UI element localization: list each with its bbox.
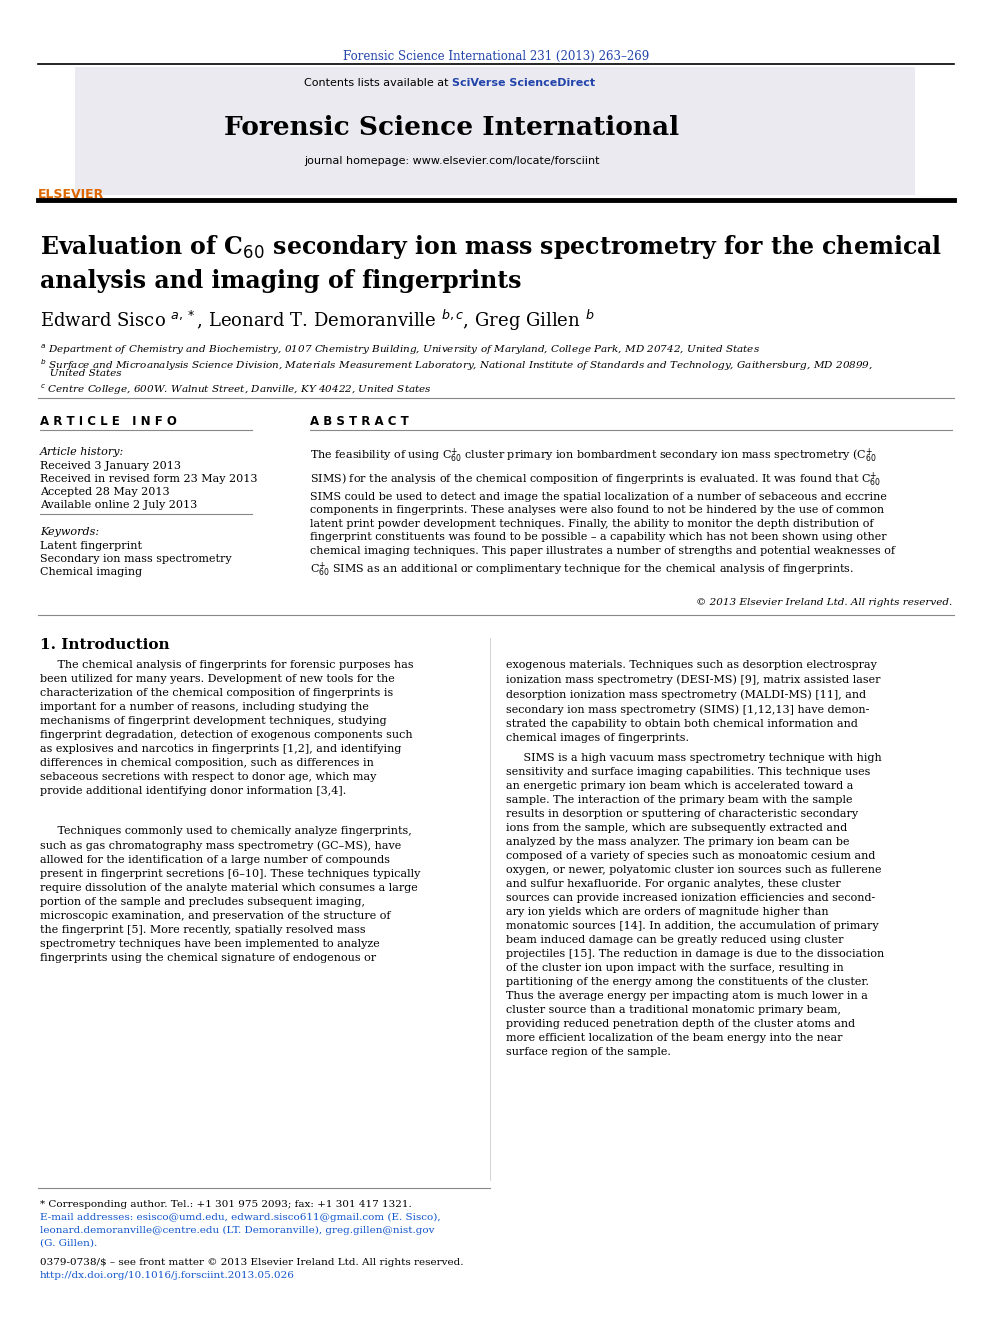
Text: Available online 2 July 2013: Available online 2 July 2013 [40,500,197,509]
Text: Keywords:: Keywords: [40,527,99,537]
Text: Chemical imaging: Chemical imaging [40,568,142,577]
Text: leonard.demoranville@centre.edu (LT. Demoranville), greg.gillen@nist.gov: leonard.demoranville@centre.edu (LT. Dem… [40,1226,434,1236]
Text: Latent fingerprint: Latent fingerprint [40,541,142,550]
Text: Article history:: Article history: [40,447,124,456]
Text: A R T I C L E   I N F O: A R T I C L E I N F O [40,415,177,429]
Text: $^{a}$ Department of Chemistry and Biochemistry, 0107 Chemistry Building, Univer: $^{a}$ Department of Chemistry and Bioch… [40,343,760,357]
Text: Edward Sisco $^{a,*}$, Leonard T. Demoranville $^{b,c}$, Greg Gillen $^{b}$: Edward Sisco $^{a,*}$, Leonard T. Demora… [40,308,594,333]
Text: analysis and imaging of fingerprints: analysis and imaging of fingerprints [40,269,522,292]
Text: The chemical analysis of fingerprints for forensic purposes has
been utilized fo: The chemical analysis of fingerprints fo… [40,660,414,796]
Text: SIMS is a high vacuum mass spectrometry technique with high
sensitivity and surf: SIMS is a high vacuum mass spectrometry … [506,753,884,1057]
Text: Accepted 28 May 2013: Accepted 28 May 2013 [40,487,170,497]
Text: exogenous materials. Techniques such as desorption electrospray
ionization mass : exogenous materials. Techniques such as … [506,660,881,742]
Text: The feasibility of using C$_{60}^{+}$ cluster primary ion bombardment secondary : The feasibility of using C$_{60}^{+}$ cl… [310,447,895,579]
Text: SciVerse ScienceDirect: SciVerse ScienceDirect [452,78,595,89]
Text: Techniques commonly used to chemically analyze fingerprints,
such as gas chromat: Techniques commonly used to chemically a… [40,826,421,963]
Text: http://dx.doi.org/10.1016/j.forsciint.2013.05.026: http://dx.doi.org/10.1016/j.forsciint.20… [40,1271,295,1279]
Text: © 2013 Elsevier Ireland Ltd. All rights reserved.: © 2013 Elsevier Ireland Ltd. All rights … [695,598,952,607]
Text: journal homepage: www.elsevier.com/locate/forsciint: journal homepage: www.elsevier.com/locat… [305,156,600,165]
Text: E-mail addresses: esisco@umd.edu, edward.sisco611@gmail.com (E. Sisco),: E-mail addresses: esisco@umd.edu, edward… [40,1213,440,1222]
Text: 1. Introduction: 1. Introduction [40,638,170,652]
Text: $^{b}$ Surface and Microanalysis Science Division, Materials Measurement Laborat: $^{b}$ Surface and Microanalysis Science… [40,357,873,373]
Text: * Corresponding author. Tel.: +1 301 975 2093; fax: +1 301 417 1321.: * Corresponding author. Tel.: +1 301 975… [40,1200,412,1209]
Text: Evaluation of C$_{60}$ secondary ion mass spectrometry for the chemical: Evaluation of C$_{60}$ secondary ion mas… [40,233,942,261]
Text: United States: United States [40,369,122,378]
Text: 0379-0738/$ – see front matter © 2013 Elsevier Ireland Ltd. All rights reserved.: 0379-0738/$ – see front matter © 2013 El… [40,1258,463,1267]
Text: ELSEVIER: ELSEVIER [38,188,104,201]
Bar [75,67,915,194]
Text: $^{c}$ Centre College, 600W. Walnut Street, Danville, KY 40422, United States: $^{c}$ Centre College, 600W. Walnut Stre… [40,382,432,397]
Text: Received in revised form 23 May 2013: Received in revised form 23 May 2013 [40,474,258,484]
Text: Forensic Science International 231 (2013) 263–269: Forensic Science International 231 (2013… [343,50,649,64]
Text: A B S T R A C T: A B S T R A C T [310,415,409,429]
Text: (G. Gillen).: (G. Gillen). [40,1240,97,1248]
Text: Forensic Science International: Forensic Science International [224,115,680,140]
Text: Received 3 January 2013: Received 3 January 2013 [40,460,181,471]
Text: Contents lists available at: Contents lists available at [304,78,452,89]
Text: Secondary ion mass spectrometry: Secondary ion mass spectrometry [40,554,231,564]
